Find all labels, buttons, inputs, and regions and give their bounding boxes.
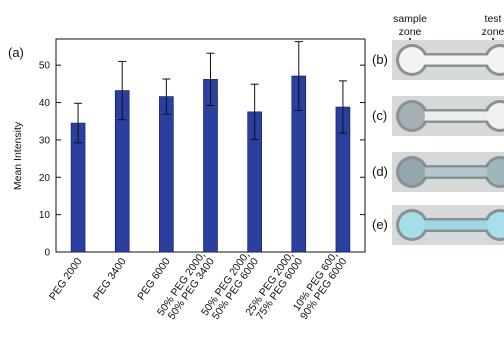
error-bar: [74, 102, 83, 144]
test-zone: [487, 212, 504, 238]
y-tick-label: 30: [39, 135, 51, 146]
device-panel: (d): [372, 152, 504, 192]
y-tick-label: 20: [39, 173, 51, 184]
device-panel: (c): [372, 96, 504, 136]
zone-label-line: sample: [393, 13, 427, 25]
sample-zone: [399, 159, 425, 185]
y-tick-label: 40: [39, 98, 51, 109]
x-tick-label-line: PEG 2000: [47, 256, 85, 303]
x-tick-label: PEG 3400: [91, 256, 129, 303]
error-bar: [294, 41, 303, 111]
zone-label: sample zone: [393, 13, 427, 38]
bar-chart: (a) Mean Intensity 0 10 20 30 40 50 PEG 2000 P…: [8, 38, 366, 322]
sample-zone: [399, 103, 425, 129]
panel-label: (e): [372, 217, 388, 232]
bar: [159, 96, 174, 253]
error-bar: [118, 60, 127, 121]
channel: [412, 55, 500, 65]
error-bar: [206, 52, 215, 107]
error-bar: [338, 80, 347, 134]
device-panel: (b): [372, 40, 504, 80]
panel-label: (d): [372, 164, 388, 179]
y-tick-label: 0: [44, 248, 50, 259]
test-zone: [487, 47, 504, 73]
zone-label-line: zone: [482, 26, 504, 38]
zone-label-line: test: [485, 13, 502, 25]
device-panel: (e): [372, 205, 504, 245]
panel-label-a: (a): [8, 45, 24, 60]
y-axis-ticks: 0 10 20 30 40 50: [39, 61, 365, 259]
x-tick-label: PEG 2000: [47, 256, 85, 303]
x-tick-label-line: PEG 3400: [91, 256, 129, 303]
sample-zone: [399, 212, 425, 238]
test-zone: [487, 159, 504, 185]
panel-label: (c): [372, 108, 387, 123]
bars: [70, 41, 351, 253]
error-bar: [250, 83, 259, 141]
channel: [412, 220, 500, 230]
y-axis-label: Mean Intensity: [12, 121, 24, 190]
panel-label: (b): [372, 52, 388, 67]
channel: [412, 111, 500, 121]
sample-zone: [399, 47, 425, 73]
error-bar: [162, 78, 171, 115]
zone-label-line: zone: [399, 26, 422, 38]
y-tick-label: 50: [39, 61, 51, 72]
test-zone: [487, 103, 504, 129]
zone-label: test zone: [482, 13, 504, 38]
y-tick-label: 10: [39, 210, 51, 221]
channel: [412, 167, 500, 177]
